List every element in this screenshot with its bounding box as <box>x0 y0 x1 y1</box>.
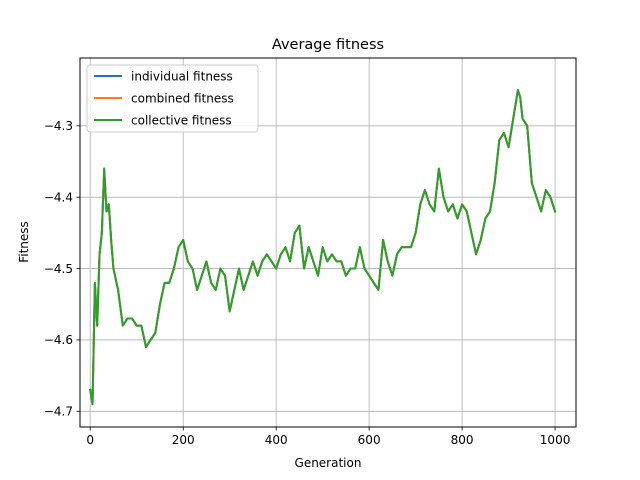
y-axis: −4.7 −4.6 −4.5 −4.4 −4.3 <box>44 119 80 419</box>
legend-label: combined fitness <box>131 91 234 105</box>
series-layer <box>89 89 557 406</box>
legend: individual fitness combined fitness collec… <box>86 64 259 133</box>
series-line-collective-fitness <box>89 89 557 406</box>
legend-box <box>86 64 259 133</box>
y-tick-label: −4.7 <box>44 405 73 419</box>
y-tick-label: −4.5 <box>44 262 73 276</box>
grid-lines <box>80 58 576 427</box>
y-tick-label: −4.6 <box>44 333 73 347</box>
legend-label: collective fitness <box>131 113 232 127</box>
x-tick-label: 0 <box>86 433 94 447</box>
x-axis-label: Generation <box>295 456 362 470</box>
y-tick-label: −4.3 <box>44 119 73 133</box>
plot-frame <box>79 57 577 428</box>
x-tick-label: 200 <box>172 433 195 447</box>
x-tick-label: 800 <box>451 433 474 447</box>
legend-label: individual fitness <box>131 69 233 83</box>
x-tick-label: 1000 <box>540 433 571 447</box>
y-axis-label: Fitness <box>17 221 31 263</box>
x-axis: 0 200 400 600 800 1000 <box>86 427 570 447</box>
x-tick-label: 600 <box>358 433 381 447</box>
x-tick-label: 400 <box>265 433 288 447</box>
chart-title: Average fitness <box>272 37 384 53</box>
y-tick-label: −4.4 <box>44 190 73 204</box>
